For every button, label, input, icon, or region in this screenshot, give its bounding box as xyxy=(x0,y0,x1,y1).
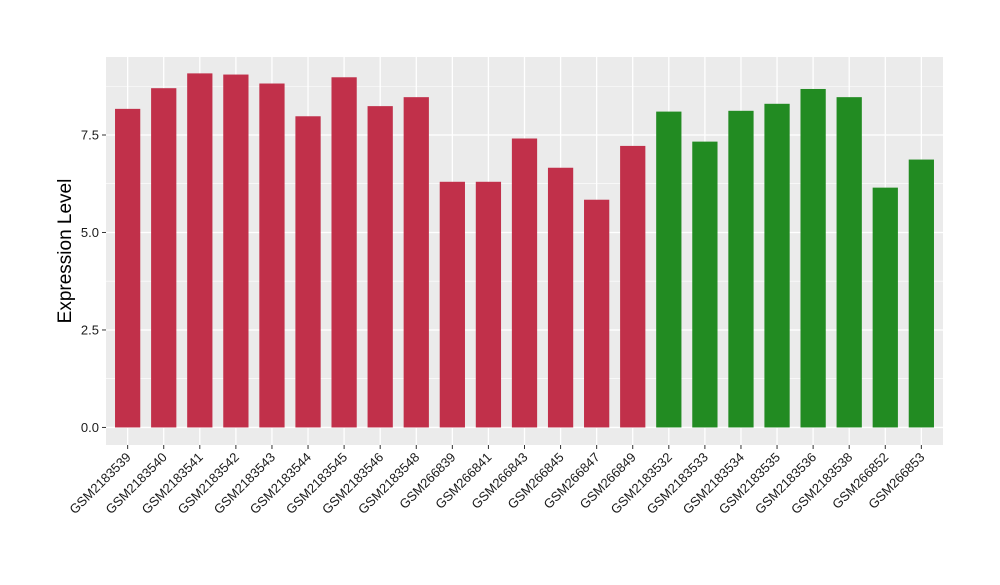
bar-GSM266843 xyxy=(511,138,538,428)
bar-GSM266852 xyxy=(872,187,898,428)
bar-GSM2183534 xyxy=(728,110,754,428)
y-tick-label: 5.0 xyxy=(81,225,99,240)
x-axis: GSM2183539GSM2183540GSM2183541GSM2183542… xyxy=(66,445,927,517)
y-tick-label: 2.5 xyxy=(81,322,99,337)
bar-GSM2183536 xyxy=(800,88,826,428)
bar-GSM2183532 xyxy=(656,111,682,428)
bar-GSM2183535 xyxy=(764,103,790,428)
bar-GSM266841 xyxy=(475,181,502,428)
y-axis: 0.0 2.5 5.0 7.5 xyxy=(81,127,106,435)
bar-GSM2183544 xyxy=(295,116,321,428)
bar-GSM266839 xyxy=(439,181,465,428)
bar-GSM266853 xyxy=(908,159,934,428)
bar-GSM2183542 xyxy=(223,74,249,428)
bar-GSM266847 xyxy=(584,199,610,428)
bar-GSM2183539 xyxy=(115,108,141,428)
bar-GSM2183546 xyxy=(367,106,393,428)
y-tick-label: 7.5 xyxy=(81,127,99,142)
bar-GSM266849 xyxy=(620,145,646,428)
x-tick-label: GSM2183539 xyxy=(66,450,133,517)
bar-GSM2183541 xyxy=(187,73,213,428)
bar-GSM2183548 xyxy=(403,97,429,428)
bar-GSM266845 xyxy=(547,167,574,428)
bar-GSM2183545 xyxy=(331,77,357,428)
bar-GSM2183538 xyxy=(836,97,862,428)
bar-GSM2183540 xyxy=(151,88,177,428)
bar-GSM2183533 xyxy=(692,141,718,428)
bars-group xyxy=(115,73,934,428)
y-tick-label: 0.0 xyxy=(81,420,99,435)
bar-GSM2183543 xyxy=(259,83,285,428)
y-axis-label: Expression Level xyxy=(55,179,76,324)
